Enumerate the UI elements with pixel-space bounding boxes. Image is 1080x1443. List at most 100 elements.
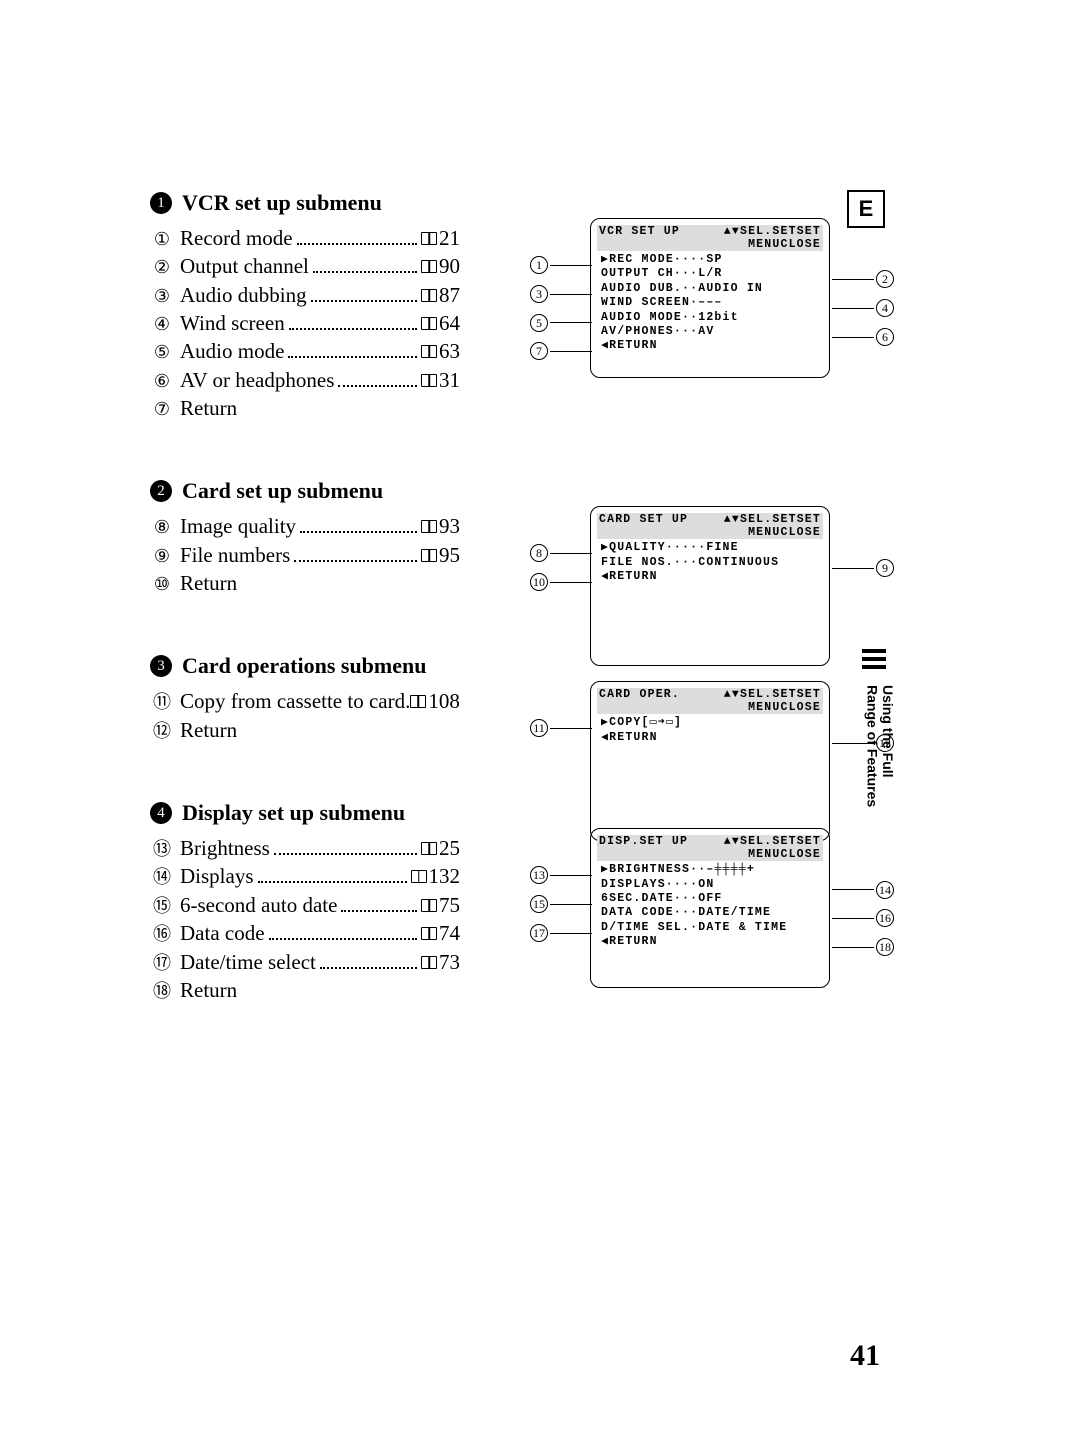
osd-line: 6SEC.DATE···OFF <box>601 892 819 906</box>
section-title: Card operations submenu <box>182 653 426 679</box>
decorative-bars <box>862 649 886 673</box>
book-icon <box>421 842 437 855</box>
list-item: ⑩Return <box>150 569 460 597</box>
section-title: VCR set up submenu <box>182 190 382 216</box>
page-ref: 25 <box>439 834 460 862</box>
page-ref: 108 <box>428 687 460 715</box>
item-label: Copy from cassette to card <box>180 687 405 715</box>
page-ref: 64 <box>439 309 460 337</box>
item-label: Brightness <box>180 834 270 862</box>
item-number-icon: ⑰ <box>150 951 174 975</box>
item-number-icon: ⑩ <box>150 572 174 596</box>
list-item: ⑰Date/time select73 <box>150 948 460 976</box>
item-number-icon: ⑫ <box>150 719 174 743</box>
leader-dots <box>313 271 417 273</box>
osd-nav-hint: ▲▼SEL.SETSET <box>724 225 821 238</box>
osd-title: CARD OPER. <box>599 688 680 701</box>
osd-column: VCR SET UP▲▼SEL.SETSETMENUCLOSE▶REC MODE… <box>530 218 890 378</box>
page-ref: 74 <box>439 919 460 947</box>
osd-box: DISP.SET UP▲▼SEL.SETSETMENUCLOSE▶BRIGHTN… <box>590 828 830 988</box>
osd-line: AUDIO DUB.··AUDIO IN <box>601 282 819 296</box>
list-item: ⑮6-second auto date75 <box>150 891 460 919</box>
submenu-section: 3 Card operations submenu ⑪Copy from casse… <box>150 653 940 744</box>
list-item: ①Record mode21 <box>150 224 460 252</box>
osd-line: D/TIME SEL.·DATE & TIME <box>601 921 819 935</box>
item-number-icon: ⑭ <box>150 865 174 889</box>
list-item: ⑯Data code74 <box>150 919 460 947</box>
page-ref: 93 <box>439 512 460 540</box>
item-number-icon: ④ <box>150 312 174 336</box>
callout-left: 11 <box>530 719 592 737</box>
submenu-section: 2Card set up submenu⑧Image quality93⑨Fil… <box>150 478 940 597</box>
osd-line: DISPLAYS····ON <box>601 878 819 892</box>
osd-line: ▶BRIGHTNESS··–╪╪╪╪+ <box>601 863 819 877</box>
item-number-icon: ⑧ <box>150 515 174 539</box>
item-number-icon: ② <box>150 255 174 279</box>
callout-right: 14 <box>832 881 894 899</box>
side-tab: Using the Full Range of Features <box>864 655 884 835</box>
list-item: ⑪Copy from cassette to card . 108 <box>150 687 460 715</box>
item-label: Return <box>180 716 237 744</box>
osd-nav-hint: ▲▼SEL.SETSET <box>724 835 821 848</box>
side-label-line1: Using the Full <box>880 685 896 778</box>
callout-left: 15 <box>530 895 592 913</box>
list-item: ④Wind screen 64 <box>150 309 460 337</box>
page-ref: 21 <box>439 224 460 252</box>
osd-close-hint: MENUCLOSE <box>597 526 823 539</box>
osd-line: FILE NOS.···CONTINUOUS <box>601 556 819 570</box>
list-item: ⑱Return <box>150 976 460 1004</box>
section-number-icon: 3 <box>150 655 172 677</box>
item-label: Displays <box>180 862 254 890</box>
item-number-icon: ⑥ <box>150 369 174 393</box>
callout-left: 5 <box>530 314 592 332</box>
book-icon <box>410 695 426 708</box>
item-number-icon: ⑯ <box>150 922 174 946</box>
section-number-icon: 2 <box>150 480 172 502</box>
item-label: Return <box>180 569 237 597</box>
submenu-section: 4Display set up submenu⑬Brightness25⑭Dis… <box>150 800 940 1004</box>
list-item: ⑨File numbers95 <box>150 541 460 569</box>
item-label: Audio dubbing <box>180 281 307 309</box>
item-number-icon: ① <box>150 227 174 251</box>
callout-left: 13 <box>530 866 592 884</box>
book-icon <box>421 374 437 387</box>
leader-dots <box>338 385 417 387</box>
book-icon <box>421 956 437 969</box>
osd-line: OUTPUT CH···L/R <box>601 267 819 281</box>
callout-left: 17 <box>530 924 592 942</box>
leader-dots <box>294 560 417 562</box>
page-number: 41 <box>850 1339 880 1373</box>
callout-right: 2 <box>832 270 894 288</box>
section-title: Display set up submenu <box>182 800 405 826</box>
book-icon <box>421 345 437 358</box>
list-item: ③Audio dubbing 87 <box>150 281 460 309</box>
item-label: Output channel <box>180 252 309 280</box>
item-number-icon: ⑦ <box>150 397 174 421</box>
osd-line: ▶COPY[▭➜▭] <box>601 716 819 730</box>
list-item: ⑦Return <box>150 394 460 422</box>
book-icon <box>421 232 437 245</box>
item-label: File numbers <box>180 541 290 569</box>
callout-right: 16 <box>832 909 894 927</box>
leader-dots <box>311 300 417 302</box>
leader-dots <box>288 356 417 358</box>
osd-box: VCR SET UP▲▼SEL.SETSETMENUCLOSE▶REC MODE… <box>590 218 830 378</box>
page-ref: 87 <box>439 281 460 309</box>
item-label: Audio mode <box>180 337 284 365</box>
list-item: ⑥AV or headphones31 <box>150 366 460 394</box>
callout-right: 4 <box>832 299 894 317</box>
book-icon <box>421 899 437 912</box>
osd-line: WIND SCREEN·––– <box>601 296 819 310</box>
callout-right: 6 <box>832 328 894 346</box>
book-icon <box>421 927 437 940</box>
book-icon <box>421 317 437 330</box>
page-ref: 75 <box>439 891 460 919</box>
item-label: AV or headphones <box>180 366 334 394</box>
page-ref: 132 <box>429 862 461 890</box>
osd-box: CARD SET UP▲▼SEL.SETSETMENUCLOSE▶QUALITY… <box>590 506 830 666</box>
item-number-icon: ⑨ <box>150 544 174 568</box>
callout-right: 18 <box>832 938 894 956</box>
item-number-icon: ③ <box>150 284 174 308</box>
item-label: Wind screen <box>180 309 285 337</box>
item-label: Return <box>180 976 237 1004</box>
